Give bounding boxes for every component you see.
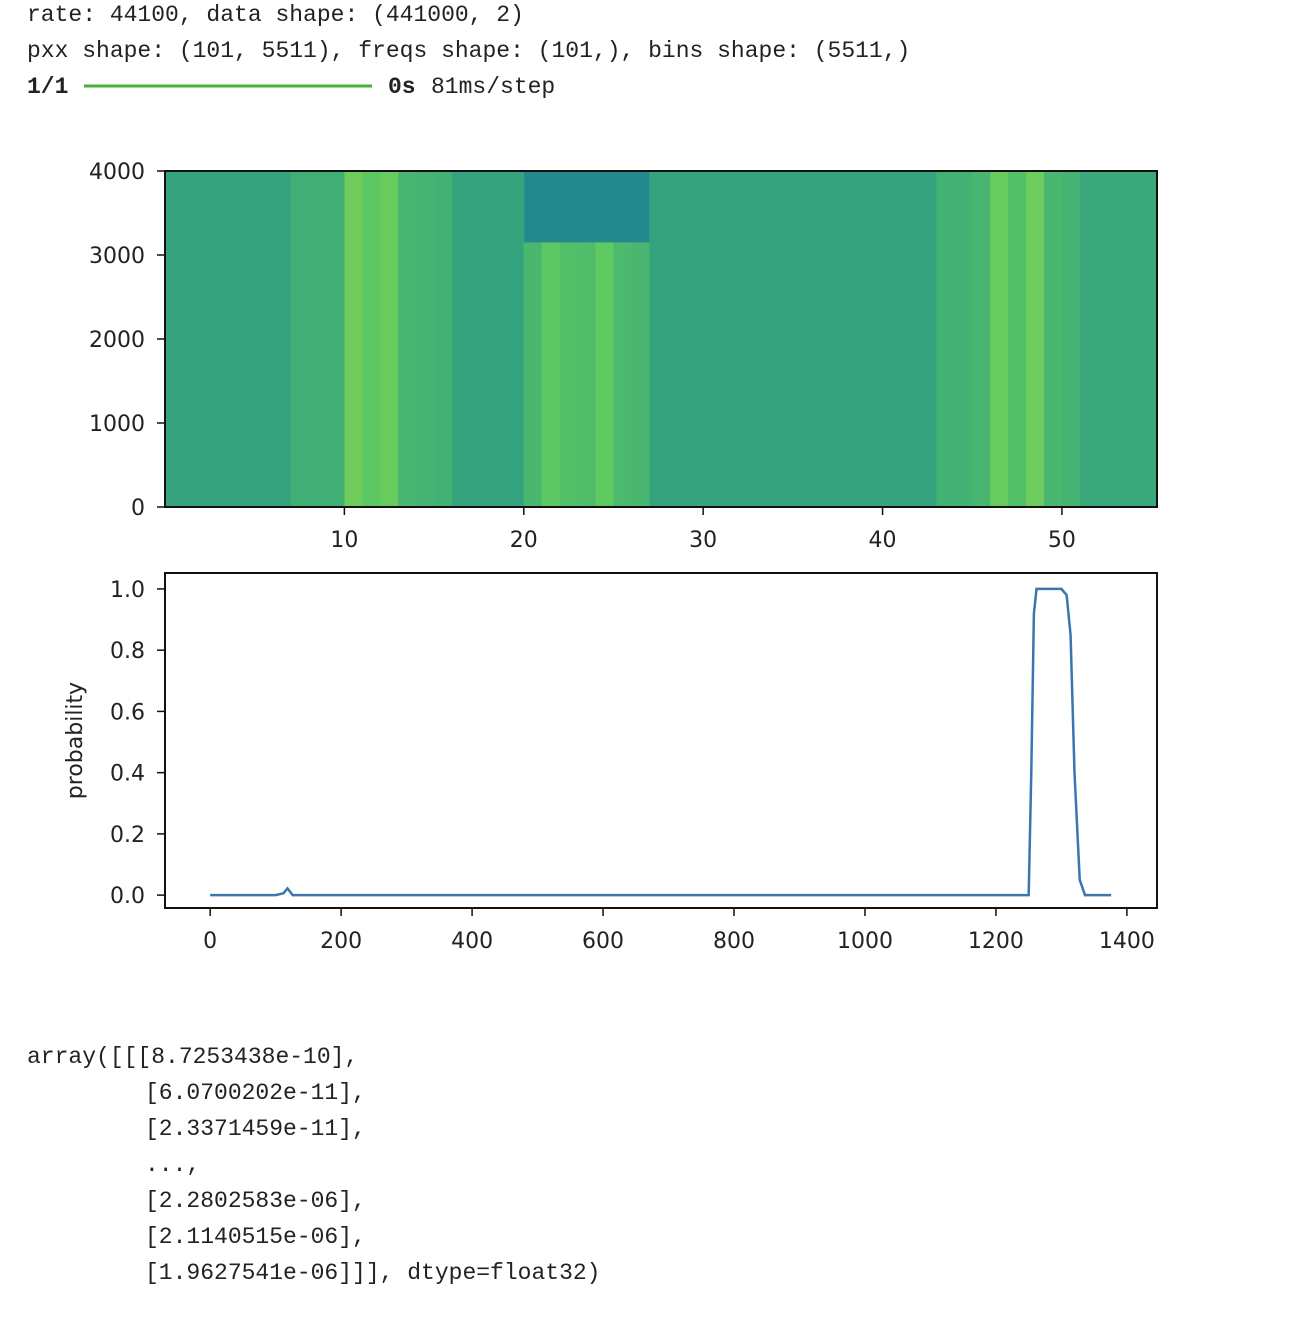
x-tick-label: 10	[330, 528, 358, 553]
heatmap-cell	[918, 171, 937, 507]
heatmap-cell	[721, 171, 740, 507]
heatmap-cell	[1026, 171, 1045, 507]
array-line: [2.2802583e-06],	[145, 1188, 366, 1214]
charts: 10 20 30 40 50 0 1000 2000 3000 4000 probability 0 2…	[63, 160, 1158, 954]
heatmap-cell	[308, 171, 327, 507]
array-line: [2.1140515e-06],	[145, 1224, 366, 1250]
heatmap-cell	[254, 171, 274, 507]
y-tick-label: 0.0	[110, 884, 145, 909]
heatmap-cell	[236, 171, 256, 507]
array-line: ...,	[145, 1152, 200, 1178]
heatmap-cell	[667, 171, 686, 507]
heatmap-cell	[541, 242, 561, 507]
y-tick-label: 4000	[89, 160, 145, 185]
array-line: array([[[8.7253438e-10],	[27, 1044, 358, 1070]
y-tick-label: 0.4	[110, 762, 145, 787]
progress-rate: 81ms/step	[431, 74, 555, 100]
heatmap-cell	[1061, 171, 1081, 507]
y-tick-label: 2000	[89, 328, 145, 353]
output-line: pxx shape: (101, 5511), freqs shape: (10…	[27, 38, 910, 64]
progress-time: 0s	[388, 74, 416, 100]
y-tick-label: 0.2	[110, 823, 145, 848]
plot-frame	[164, 572, 1158, 909]
y-tick-label: 0.6	[110, 700, 145, 725]
heatmap-cell	[1079, 171, 1099, 507]
heatmap-cell	[452, 171, 471, 507]
heatmap-cell	[362, 171, 381, 507]
heatmap-cell	[739, 171, 758, 507]
heatmap-cell	[810, 171, 830, 507]
heatmap-cell	[828, 171, 848, 507]
heatmap-cell	[469, 171, 489, 507]
heatmap-cell	[1097, 171, 1117, 507]
heatmap-cell	[792, 171, 812, 507]
x-tick-label: 40	[869, 528, 897, 553]
heatmap-cell	[936, 171, 955, 507]
x-tick-label: 50	[1048, 528, 1076, 553]
output-line: rate: 44100, data shape: (441000, 2)	[27, 2, 524, 28]
x-tick-label: 600	[582, 929, 624, 954]
heatmap-cell	[559, 242, 579, 507]
heatmap-cell	[416, 171, 435, 507]
heatmap-cell	[990, 171, 1009, 507]
heatmap-cell	[1008, 171, 1027, 507]
x-tick-label: 20	[510, 528, 538, 553]
heatmap-cell	[272, 171, 292, 507]
heatmap-cell	[756, 171, 776, 507]
x-tick-label: 30	[689, 528, 717, 553]
heatmap-cell	[613, 242, 632, 507]
x-tick-label: 1400	[1099, 929, 1155, 954]
array-line: [6.0700202e-11],	[145, 1080, 366, 1106]
x-tick-label: 0	[203, 929, 217, 954]
y-tick-label: 0	[131, 496, 145, 521]
heatmap-cell	[685, 171, 704, 507]
heatmap-cell	[900, 171, 919, 507]
heatmap-cell	[505, 171, 525, 507]
heatmap-cell	[882, 171, 901, 507]
heatmap-cell	[577, 242, 597, 507]
heatmap-cell	[487, 171, 507, 507]
heatmap-cell	[649, 171, 668, 507]
line	[210, 587, 1112, 897]
heatmap-cell	[774, 171, 794, 507]
heatmap-cell	[846, 171, 866, 507]
heatmap-cell	[595, 242, 614, 507]
y-tick-label: 1.0	[110, 578, 145, 603]
heatmap-cell	[380, 171, 399, 507]
heatmap-cell	[165, 171, 184, 507]
x-tick-label: 200	[320, 929, 362, 954]
heatmap-cell	[523, 242, 543, 507]
heatmap-cell	[290, 171, 310, 507]
y-tick-label: 3000	[89, 244, 145, 269]
array-line: [2.3371459e-11],	[145, 1116, 366, 1142]
heatmap-cell	[218, 171, 238, 507]
heatmap-cell	[864, 171, 884, 507]
heatmap-cell	[703, 171, 722, 507]
heatmap-cell	[344, 171, 363, 507]
y-tick-label: 1000	[89, 412, 145, 437]
x-tick-label: 1000	[837, 929, 893, 954]
y-tick-label: 0.8	[110, 639, 145, 664]
heatmap-cell	[434, 171, 453, 507]
heatmap-cell	[200, 171, 220, 507]
heatmap-cell	[398, 171, 417, 507]
heatmap-cell	[1115, 171, 1135, 507]
heatmap-cell	[182, 171, 202, 507]
x-tick-label: 800	[713, 929, 755, 954]
heatmap-cell	[1043, 171, 1063, 507]
y-axis-label: probability	[63, 682, 88, 799]
heatmap-cell	[631, 242, 650, 507]
array-line: [1.9627541e-06]]], dtype=float32)	[145, 1260, 600, 1286]
heatmap-cell	[954, 171, 973, 507]
heatmap-cell	[326, 171, 345, 507]
x-tick-label: 400	[451, 929, 493, 954]
x-tick-label: 1200	[968, 929, 1024, 954]
progress-count: 1/1	[27, 74, 68, 100]
heatmap-cell	[1133, 171, 1158, 507]
heatmap-cell	[972, 171, 991, 507]
